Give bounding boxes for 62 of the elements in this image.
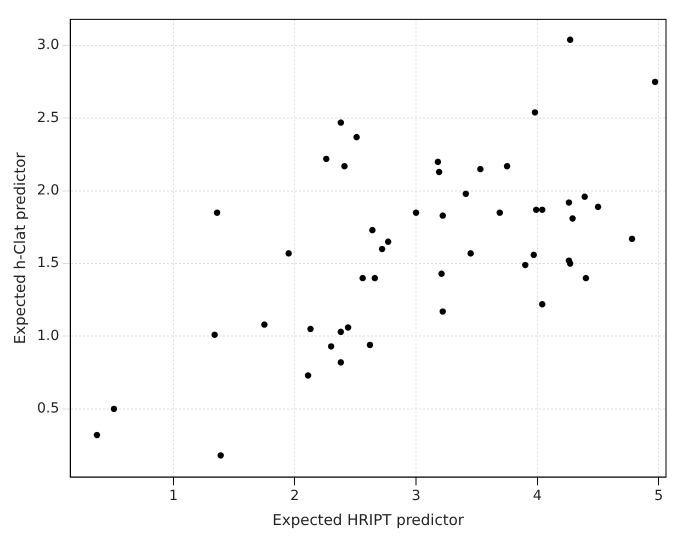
point <box>628 236 636 242</box>
point <box>369 226 376 234</box>
point <box>338 119 344 126</box>
point <box>341 162 348 170</box>
point <box>652 78 658 86</box>
point <box>462 190 470 197</box>
y-tick-label: 3.0 <box>37 37 60 54</box>
point <box>569 215 576 222</box>
point <box>412 209 420 216</box>
point <box>261 321 268 328</box>
x-tick-label: 1 <box>168 488 178 504</box>
point <box>566 260 574 267</box>
y-tick-label: 1.5 <box>37 255 60 272</box>
point <box>328 343 334 350</box>
point <box>110 406 118 412</box>
point <box>440 212 446 219</box>
x-tick-label: 2 <box>290 488 300 504</box>
point <box>504 162 510 170</box>
x-tick-label: 3 <box>412 488 421 504</box>
y-tick-label: 1.0 <box>37 328 60 344</box>
y-tick-label: 0.5 <box>37 400 60 417</box>
point <box>323 156 330 162</box>
point <box>594 204 602 210</box>
y-tick-label: 2.5 <box>37 110 60 126</box>
point <box>378 246 386 252</box>
point <box>532 206 540 213</box>
point <box>384 238 392 245</box>
point <box>530 252 537 258</box>
point <box>338 359 344 366</box>
point <box>359 274 366 282</box>
x-tick-label: 5 <box>654 488 664 504</box>
point <box>94 432 100 438</box>
point <box>436 168 442 176</box>
point <box>307 326 314 332</box>
point <box>344 324 352 331</box>
point <box>522 262 528 268</box>
point <box>582 274 590 282</box>
point <box>353 134 360 140</box>
point <box>532 109 538 116</box>
x-axis-title: Expected HRIPT predictor <box>272 510 465 529</box>
point <box>467 250 474 257</box>
point <box>366 342 374 348</box>
point <box>304 372 312 379</box>
y-tick-label: 2.0 <box>37 182 60 199</box>
point <box>338 328 344 336</box>
point <box>372 274 378 282</box>
y-axis-title: Expected h-Clat predictor <box>10 152 29 344</box>
point <box>477 166 484 172</box>
point <box>566 199 572 206</box>
point <box>582 194 588 200</box>
x-tick-label: 4 <box>532 488 542 504</box>
point <box>434 158 442 166</box>
point <box>539 206 546 213</box>
point <box>211 332 218 338</box>
point <box>539 301 546 308</box>
point <box>285 250 292 257</box>
point <box>566 36 574 43</box>
point <box>440 308 446 315</box>
point <box>218 452 224 459</box>
point <box>214 209 220 216</box>
point <box>496 209 503 216</box>
point <box>438 270 445 277</box>
